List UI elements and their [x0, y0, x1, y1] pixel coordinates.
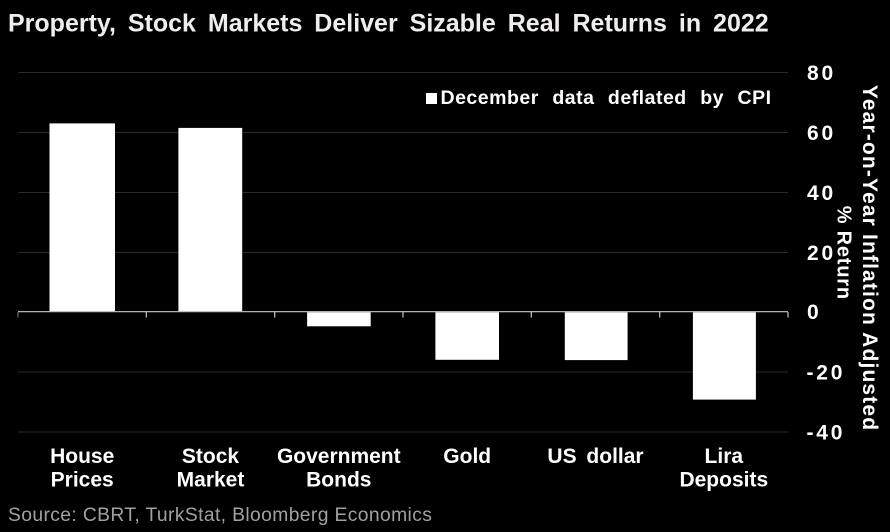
svg-text:20: 20	[807, 242, 836, 265]
svg-text:Source: CBRT, TurkStat, Bloomb: Source: CBRT, TurkStat, Bloomberg Econom…	[8, 505, 432, 526]
svg-text:Prices: Prices	[51, 469, 114, 492]
svg-text:0: 0	[807, 301, 821, 324]
svg-text:Stock: Stock	[182, 445, 240, 468]
svg-text:Market: Market	[177, 469, 245, 492]
svg-text:US dollar: US dollar	[547, 445, 643, 468]
svg-text:60: 60	[807, 122, 836, 145]
svg-text:80: 80	[807, 62, 836, 85]
svg-text:40: 40	[807, 182, 836, 205]
svg-text:Year-on-Year Inflation Adjuste: Year-on-Year Inflation Adjusted	[858, 85, 881, 431]
svg-text:Gold: Gold	[443, 445, 491, 468]
svg-text:Deposits: Deposits	[679, 469, 768, 492]
svg-text:December data deflated by CPI: December data deflated by CPI	[441, 87, 772, 109]
svg-text:% Return: % Return	[833, 206, 855, 300]
svg-text:Property, Stock Markets Delive: Property, Stock Markets Deliver Sizable …	[8, 10, 769, 38]
svg-text:Government: Government	[277, 445, 401, 468]
svg-text:-20: -20	[807, 362, 846, 385]
svg-text:House: House	[50, 445, 114, 468]
svg-text:Lira: Lira	[705, 445, 744, 468]
svg-text:Bonds: Bonds	[306, 469, 371, 492]
svg-text:-40: -40	[807, 422, 846, 445]
